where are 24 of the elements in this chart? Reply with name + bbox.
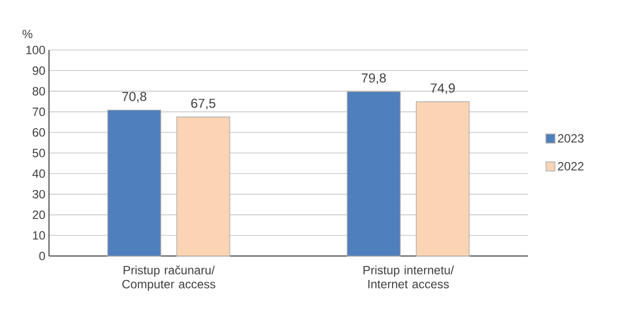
data-label: 70,8 [122,92,146,103]
bar [416,101,470,256]
bar [176,116,230,256]
y-tick-label: 0 [39,252,46,260]
y-tick-label: 80 [32,86,46,96]
y-tick-label: 100 [26,46,46,54]
y-axis-title: % [22,30,32,38]
data-label: 79,8 [362,73,386,84]
y-tick-label: 40 [32,169,46,178]
data-label: 74,9 [430,83,455,94]
y-tick-label: 20 [32,210,46,220]
bar [107,110,162,256]
legend-label: 2023 [558,134,584,143]
y-tick-label: 30 [32,190,46,198]
y-tick-label: 70 [32,108,46,116]
bar [346,91,401,256]
data-label: 67,5 [191,98,216,110]
y-tick-label: 60 [32,128,46,137]
y-tick-label: 50 [32,148,46,158]
legend-label: 2022 [558,162,584,170]
x-tick-label: Pristup internetu/ Internet access [364,266,454,288]
y-tick-label: 90 [32,66,46,75]
x-tick-label: Pristup računaru/ Computer access [122,266,216,291]
y-tick-label: 10 [33,231,46,240]
